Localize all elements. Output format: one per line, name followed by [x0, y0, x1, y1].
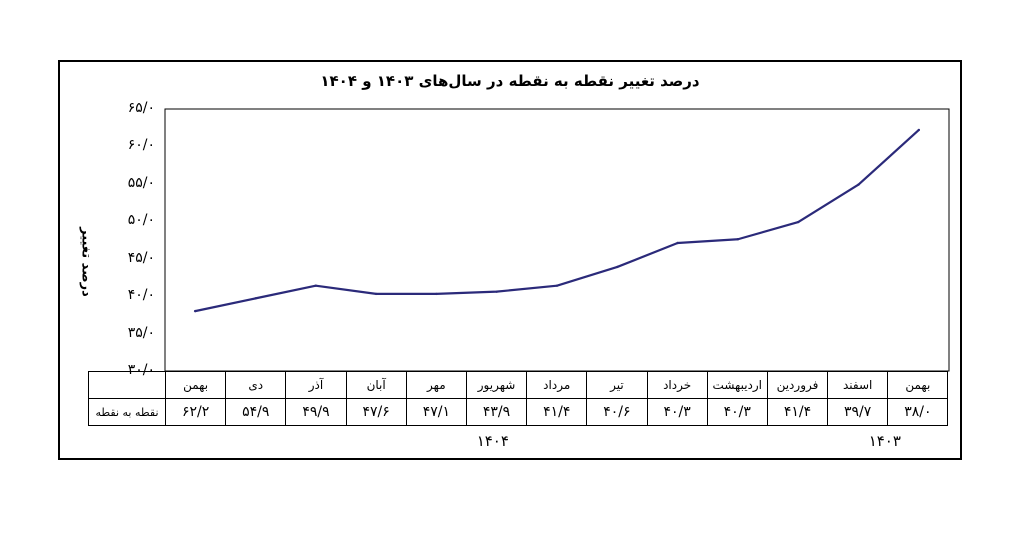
data-point: [857, 183, 860, 186]
y-tick-label: ۳۵/۰: [127, 324, 155, 341]
data-point: [797, 220, 800, 224]
x-category-label: مهر: [405, 371, 467, 399]
data-point: [616, 265, 619, 269]
plot-area: [164, 108, 950, 372]
data-point: [374, 292, 378, 296]
x-category-label: شهریور: [465, 371, 528, 399]
y-tick-label: ۶۰/۰: [127, 137, 155, 154]
data-point: [676, 241, 679, 245]
data-value-label: ۶۲/۲: [164, 398, 227, 426]
year-label: ۱۴۰۳: [868, 432, 901, 450]
x-category-label: اسفند: [827, 371, 889, 399]
x-category-label: تیر: [586, 371, 648, 399]
y-tick-label: ۵۵/۰: [127, 174, 155, 191]
y-tick-label: ۴۵/۰: [127, 249, 155, 266]
data-value-label: ۳۹/۷: [827, 398, 889, 426]
x-category-label: اردیبهشت: [706, 371, 768, 399]
year-label: ۱۴۰۴: [476, 432, 509, 450]
chart-frame: [58, 60, 962, 460]
data-value-label: ۴۰/۳: [646, 398, 708, 426]
series-line: [194, 129, 920, 313]
x-category-label: فروردین: [766, 371, 829, 399]
data-point: [736, 238, 740, 241]
x-category-label: آذر: [285, 371, 347, 399]
data-value-label: ۴۷/۱: [405, 398, 467, 426]
data-point: [917, 128, 921, 132]
data-value-label: ۴۰/۳: [706, 398, 768, 426]
y-axis-label: درصد تغییر: [78, 227, 94, 297]
data-value-label: ۴۷/۶: [345, 398, 407, 426]
data-point: [495, 290, 498, 293]
data-value-label: ۴۰/۶: [586, 398, 648, 426]
data-point: [314, 284, 317, 287]
x-category-label: بهمن: [164, 371, 227, 399]
data-table: بهمن دی آذر آبان مهر شهریور مرداد تیر خرداد اردیب…: [88, 371, 949, 426]
data-point: [555, 284, 559, 287]
chart-title: درصد تغییر نقطه به نقطه در سال‌های ۱۴۰۳ …: [320, 72, 700, 90]
value-row: نقطه به نقطه ۶۲/۲ ۵۴/۹ ۴۹/۹ ۴۷/۶ ۴۷/۱ ۴۳/۹ ۴۱/…: [88, 398, 949, 426]
category-row: بهمن دی آذر آبان مهر شهریور مرداد تیر خرداد اردیب…: [88, 371, 949, 399]
data-point: [254, 297, 257, 300]
x-category-label: دی: [225, 371, 287, 399]
category-row-header: [88, 371, 166, 399]
data-point: [435, 292, 438, 296]
data-point: [193, 309, 197, 313]
x-category-label: خرداد: [646, 371, 708, 399]
y-tick-label: ۴۰/۰: [127, 287, 155, 304]
data-value-label: ۴۱/۴: [526, 398, 588, 426]
y-tick-label: ۶۵/۰: [127, 100, 155, 116]
y-tick-label: ۵۰/۰: [127, 212, 155, 229]
data-value-label: ۵۴/۹: [225, 398, 287, 426]
x-category-label: آبان: [345, 371, 407, 399]
value-row-label: نقطه به نقطه: [88, 398, 166, 426]
x-category-label: بهمن: [887, 371, 949, 399]
data-value-label: ۳۸/۰: [887, 398, 949, 426]
data-value-label: ۴۹/۹: [285, 398, 347, 426]
x-category-label: مرداد: [526, 371, 588, 399]
data-value-label: ۴۳/۹: [465, 398, 528, 426]
data-value-label: ۴۱/۴: [766, 398, 829, 426]
